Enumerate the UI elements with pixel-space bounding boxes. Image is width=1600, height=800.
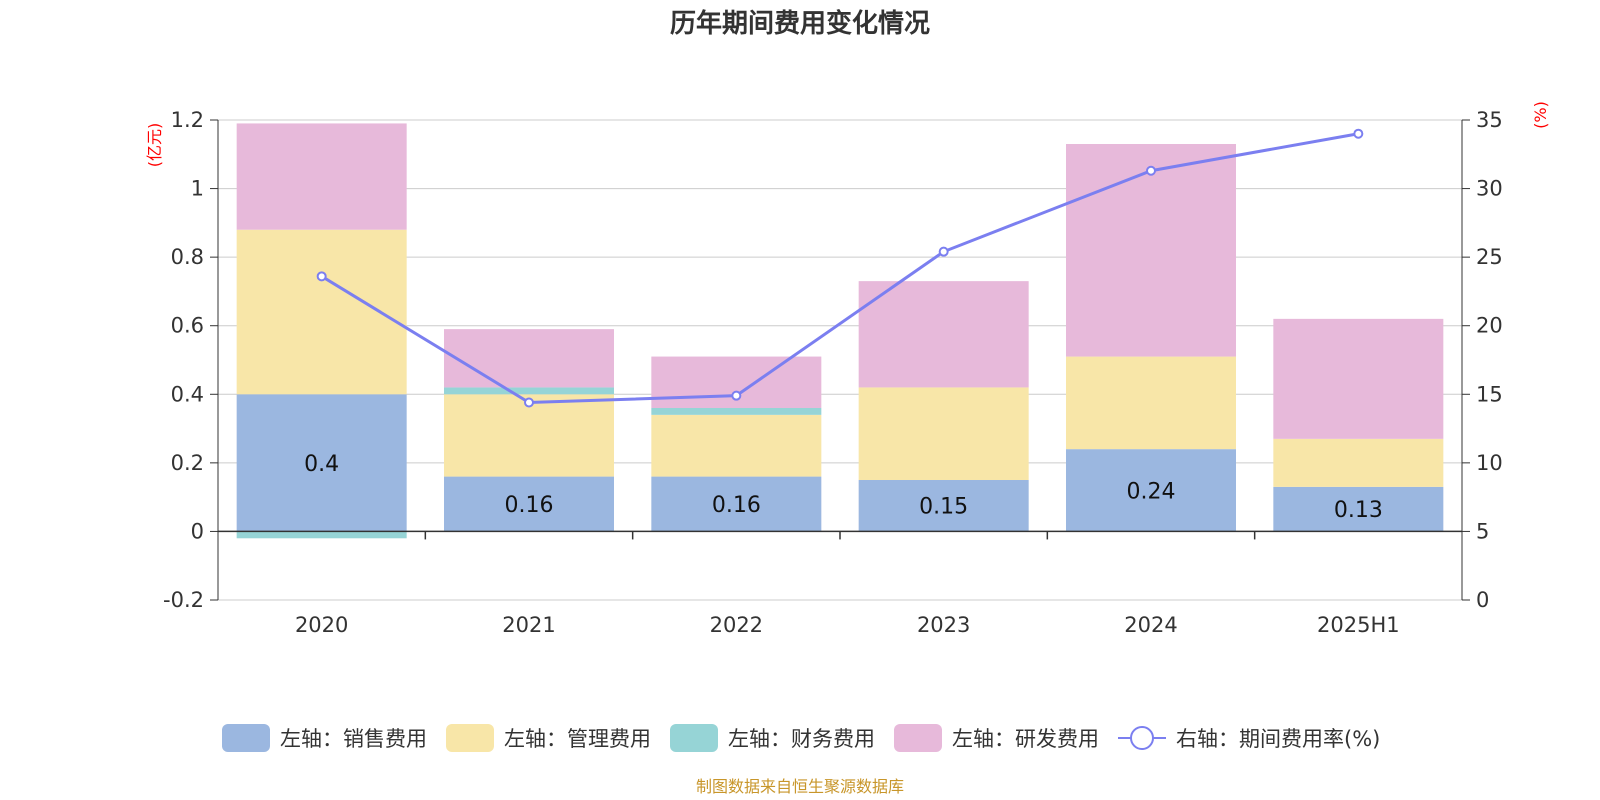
x-tick-label: 2022 bbox=[710, 613, 763, 637]
y-right-tick-label: 5 bbox=[1476, 519, 1489, 543]
x-tick-label: 2025H1 bbox=[1317, 613, 1400, 637]
legend-label: 左轴：管理费用 bbox=[504, 727, 651, 751]
line-point bbox=[938, 246, 949, 257]
y-left-tick-label: 0 bbox=[191, 519, 204, 543]
bar-segment bbox=[236, 123, 407, 230]
bar-segment bbox=[1066, 144, 1236, 357]
bar-segment bbox=[858, 281, 1029, 388]
legend-label: 左轴：销售费用 bbox=[280, 727, 427, 751]
bar-segment bbox=[236, 531, 407, 539]
bar-segment bbox=[236, 394, 407, 532]
data-label: 0.13 bbox=[1334, 498, 1383, 523]
y-right-tick-label: 25 bbox=[1476, 245, 1503, 269]
line-layer bbox=[316, 128, 1364, 408]
y-left-tick-label: 0.6 bbox=[171, 314, 204, 338]
axis-layer: -0.2 0 0.2 0.4 0.6 0.8 1 1.2 0 5 10 15 20 25 30 35 2020 2… bbox=[145, 101, 1550, 637]
data-label-layer: 0.4 0.16 0.16 0.15 0.24 0.13 bbox=[304, 452, 1383, 523]
line-point bbox=[316, 271, 327, 282]
line-point bbox=[524, 397, 534, 408]
y-left-tick-label: -0.2 bbox=[163, 588, 204, 612]
legend-swatch bbox=[670, 724, 718, 752]
bar-segment bbox=[444, 387, 614, 395]
line-series bbox=[320, 132, 1359, 405]
bar-segment bbox=[651, 476, 822, 532]
y-left-tick-label: 1 bbox=[191, 177, 204, 201]
chart-title: 历年期间费用变化情况 bbox=[670, 8, 930, 39]
data-label: 0.4 bbox=[304, 452, 339, 477]
data-label: 0.16 bbox=[712, 493, 761, 518]
y-right-tick-label: 35 bbox=[1476, 108, 1503, 132]
y-left-tick-label: 1.2 bbox=[171, 108, 204, 132]
x-tick-label: 2020 bbox=[295, 613, 348, 637]
legend-marker bbox=[1130, 726, 1154, 750]
legend-swatch bbox=[222, 724, 270, 752]
bar-segment bbox=[858, 387, 1029, 480]
line-point bbox=[731, 390, 742, 401]
bar-segment bbox=[444, 394, 614, 477]
bar-segment bbox=[1273, 438, 1444, 487]
y-right-tick-label: 10 bbox=[1476, 451, 1503, 475]
data-label: 0.16 bbox=[505, 493, 554, 518]
bar-segment bbox=[1066, 356, 1236, 450]
bar-segment bbox=[651, 408, 822, 415]
bar-segment bbox=[444, 476, 614, 532]
bar-layer bbox=[236, 123, 1444, 539]
x-tick-label: 2023 bbox=[917, 613, 970, 637]
x-tick-label: 2021 bbox=[502, 613, 555, 637]
y-right-tick-label: 0 bbox=[1476, 588, 1489, 612]
bar-segment bbox=[1273, 486, 1444, 532]
y-right-tick-label: 30 bbox=[1476, 177, 1503, 201]
data-label: 0.15 bbox=[919, 495, 968, 520]
y-left-unit-label: (亿元) bbox=[145, 123, 164, 168]
bar-segment bbox=[858, 480, 1029, 532]
bar-segment bbox=[1273, 318, 1444, 439]
bar-segment bbox=[1066, 449, 1236, 532]
x-tick-label: 2024 bbox=[1124, 613, 1177, 637]
legend-label: 左轴：财务费用 bbox=[728, 727, 875, 751]
source-note: 制图数据来自恒生聚源数据库 bbox=[696, 777, 904, 796]
y-left-tick-label: 0.2 bbox=[171, 451, 204, 475]
legend-label: 左轴：研发费用 bbox=[952, 727, 1099, 751]
legend-swatch bbox=[894, 724, 942, 752]
bar-segment bbox=[444, 329, 614, 388]
legend-swatch bbox=[446, 724, 494, 752]
legend: 左轴：销售费用 左轴：管理费用 左轴：财务费用 左轴：研发费用 右轴：期间费用率(%) bbox=[222, 724, 1380, 752]
y-left-tick-label: 0.8 bbox=[171, 245, 204, 269]
line-point bbox=[1146, 165, 1156, 176]
y-right-unit-label: (%) bbox=[1531, 101, 1550, 129]
data-label: 0.24 bbox=[1127, 479, 1176, 504]
line-point bbox=[1353, 128, 1364, 139]
y-right-tick-label: 20 bbox=[1476, 314, 1503, 338]
y-left-tick-label: 0.4 bbox=[171, 382, 204, 406]
y-right-tick-label: 15 bbox=[1476, 382, 1503, 406]
bar-segment bbox=[651, 414, 822, 477]
legend-label: 右轴：期间费用率(%) bbox=[1176, 727, 1380, 751]
